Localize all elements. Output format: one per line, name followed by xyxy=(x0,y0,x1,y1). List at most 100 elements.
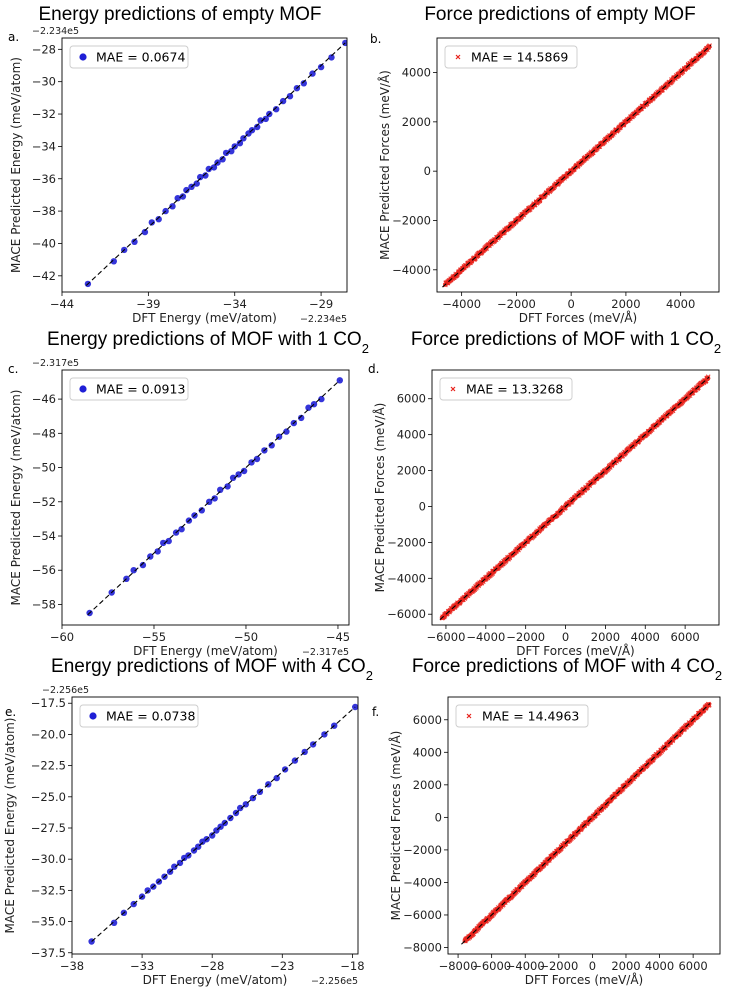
y-tick-label: 6000 xyxy=(413,713,442,727)
plot-frame xyxy=(61,369,350,626)
y-offset-label: −2.234e5 xyxy=(32,26,79,37)
panel-label: a. xyxy=(8,30,19,44)
y-tick-label: 0 xyxy=(419,499,426,513)
data-point xyxy=(197,173,204,181)
chart-title: Energy predictions of MOF with 4 CO2 xyxy=(51,656,373,683)
y-tick-label: 2000 xyxy=(397,464,426,478)
y-tick-label: −34 xyxy=(32,139,56,153)
data-point xyxy=(262,115,269,123)
data-point xyxy=(110,919,118,926)
plot-frame xyxy=(431,369,720,626)
y-tick-label: −4000 xyxy=(403,875,442,889)
x-tick-label: −39 xyxy=(136,297,160,311)
x-tick-label: −2000 xyxy=(497,297,536,311)
y-tick-label: −17.5 xyxy=(31,696,66,710)
y-axis-label: MACE Predicted Forces (meV/Å) xyxy=(377,70,392,260)
data-point xyxy=(205,165,212,173)
y-tick-label: −48 xyxy=(32,426,56,440)
y-tick-label: −2000 xyxy=(387,535,426,549)
plot-frame xyxy=(436,37,720,293)
y-offset-label: −2.317e5 xyxy=(32,358,79,369)
x-axis-label: DFT Forces (meV/Å) xyxy=(519,310,638,325)
x-tick-label: −2000 xyxy=(506,630,545,644)
data-point xyxy=(257,117,264,124)
y-tick-label: 0 xyxy=(424,164,431,178)
data-layer xyxy=(84,39,347,288)
reference-line xyxy=(87,379,341,616)
data-point xyxy=(240,467,248,475)
x-tick-label: −18 xyxy=(340,959,364,973)
x-tick-label: −8000 xyxy=(439,959,478,973)
data-point xyxy=(198,507,205,514)
y-tick-label: −20.0 xyxy=(31,727,66,741)
data-point xyxy=(171,863,178,870)
x-tick-label: −44 xyxy=(50,297,74,311)
y-tick-label: −22.5 xyxy=(31,759,66,773)
x-tick-label: −6000 xyxy=(426,630,465,644)
reference-line xyxy=(442,44,712,288)
data-point xyxy=(317,63,325,71)
legend-text: MAE = 0.0738 xyxy=(106,709,195,724)
x-offset-label: −2.256e5 xyxy=(311,976,358,987)
x-tick-label: 0 xyxy=(567,297,574,311)
y-tick-label: −2000 xyxy=(392,213,431,227)
plot-frame xyxy=(61,37,348,293)
data-point xyxy=(154,548,161,555)
legend-marker xyxy=(89,712,97,720)
x-tick-label: −4000 xyxy=(506,959,545,973)
legend: MAE = 0.0913 xyxy=(69,377,189,401)
chart-title: Force predictions of MOF with 4 CO2 xyxy=(412,656,722,683)
y-tick-label: −2000 xyxy=(403,843,442,857)
y-tick-label: −37.5 xyxy=(31,946,66,960)
legend-marker xyxy=(455,54,461,60)
legend: MAE = 0.0674 xyxy=(69,45,189,69)
data-point xyxy=(210,164,218,171)
data-point xyxy=(219,156,226,163)
data-point xyxy=(305,404,312,411)
data-point xyxy=(160,539,167,547)
data-point xyxy=(209,832,216,839)
chart-title: Force predictions of empty MOF xyxy=(424,4,695,25)
x-axis-label: DFT Energy (meV/atom) xyxy=(132,311,277,325)
x-tick-label: −4000 xyxy=(442,297,481,311)
chart-title: Force predictions of MOF with 1 CO2 xyxy=(411,329,721,356)
y-tick-label: −32.5 xyxy=(31,883,66,897)
reference-line xyxy=(439,376,710,621)
y-tick-label: 4000 xyxy=(402,66,431,80)
y-tick-label: −6000 xyxy=(387,607,426,621)
legend-text: MAE = 13.3268 xyxy=(466,382,563,397)
data-layer xyxy=(442,43,713,288)
data-point xyxy=(202,172,209,179)
data-point xyxy=(224,483,231,490)
plot-frame xyxy=(71,696,359,955)
y-tick-label: −56 xyxy=(32,563,56,577)
y-tick-label: −54 xyxy=(32,529,56,543)
y-tick-label: −30.0 xyxy=(31,852,66,866)
x-tick-label: −38 xyxy=(60,959,84,973)
y-offset-label: −2.256e5 xyxy=(42,685,89,696)
data-point xyxy=(169,203,176,210)
x-tick-label: −23 xyxy=(270,959,294,973)
data-point xyxy=(253,455,261,463)
x-axis-label: DFT Energy (meV/atom) xyxy=(143,973,288,987)
chart-panel-b: Force predictions of empty MOF b. −4000 −20… xyxy=(370,4,720,325)
panel-label: d. xyxy=(368,362,379,376)
chart-panel-c: Energy predictions of MOF with 1 CO2 c. −6… xyxy=(8,329,369,658)
x-tick-label: 6000 xyxy=(678,959,707,973)
x-tick-label: 4000 xyxy=(645,959,674,973)
data-point xyxy=(273,106,280,113)
data-point xyxy=(144,887,151,894)
x-axis-label: DFT Energy (meV/atom) xyxy=(133,644,278,658)
data-point xyxy=(237,804,244,812)
data-layer xyxy=(439,374,711,621)
data-point xyxy=(268,442,275,449)
y-tick-label: 4000 xyxy=(413,745,442,759)
data-band xyxy=(462,702,712,944)
data-point xyxy=(300,80,307,87)
data-point xyxy=(179,193,187,200)
y-tick-label: 0 xyxy=(435,810,442,824)
y-tick-label: −58 xyxy=(32,597,56,611)
chart-panel-d: Force predictions of MOF with 1 CO2 d. −60… xyxy=(368,329,721,658)
x-tick-label: −34 xyxy=(223,297,247,311)
y-tick-label: −30 xyxy=(32,75,56,89)
